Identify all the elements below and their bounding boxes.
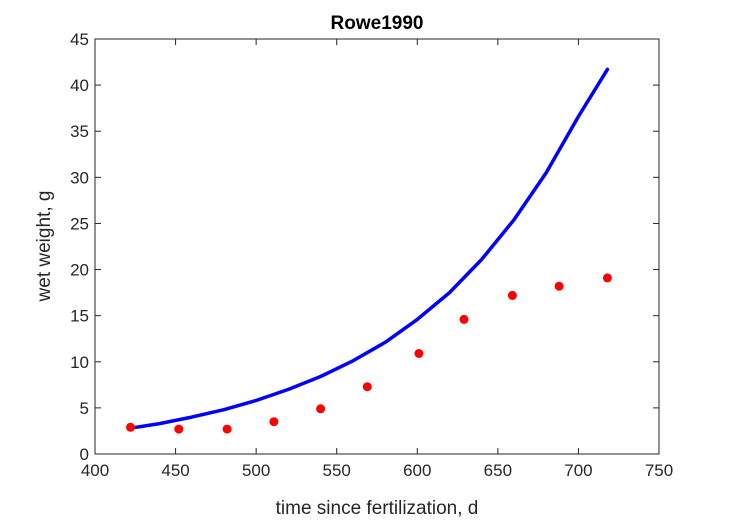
y-tick-label: 30 [70,168,89,187]
y-tick-label: 0 [80,445,89,464]
y-tick-label: 5 [80,399,89,418]
data-point [126,422,135,432]
y-tick-label: 40 [70,76,89,95]
data-point [269,417,279,427]
data-point [459,314,469,324]
y-tick-label: 35 [70,122,89,141]
series-layer [126,67,612,434]
chart-title: Rowe1990 [331,13,424,34]
data-point [414,349,424,358]
y-tick-label: 15 [70,307,89,326]
model-fit-line [128,67,610,430]
y-axis-title: wet weight, g [34,191,55,303]
x-tick-label: 650 [484,461,512,480]
data-point [362,382,372,392]
y-tick-label: 25 [70,214,89,233]
x-tick-label: 500 [242,461,270,480]
data-point [174,424,184,434]
plot-frame [94,38,660,455]
plot-area [95,39,659,454]
x-tick-label: 400 [81,461,109,480]
y-tick-label: 20 [70,261,89,280]
x-tick-label: 750 [645,461,673,480]
data-point [507,290,517,300]
ticks-layer: 400 450 500 550 600 650 700 750 0 5 10 15 20 25 30 35 40… [70,30,673,480]
data-point [222,424,232,434]
y-tick-label: 45 [70,30,89,49]
data-point [316,404,326,414]
data-point [554,281,564,291]
x-tick-label: 600 [403,461,431,480]
x-axis-title: time since fertilization, d [276,498,479,519]
x-tick-label: 700 [564,461,592,480]
x-tick-label: 450 [161,461,189,480]
x-tick-label: 550 [323,461,351,480]
data-point [602,273,612,283]
y-tick-label: 10 [70,353,89,372]
